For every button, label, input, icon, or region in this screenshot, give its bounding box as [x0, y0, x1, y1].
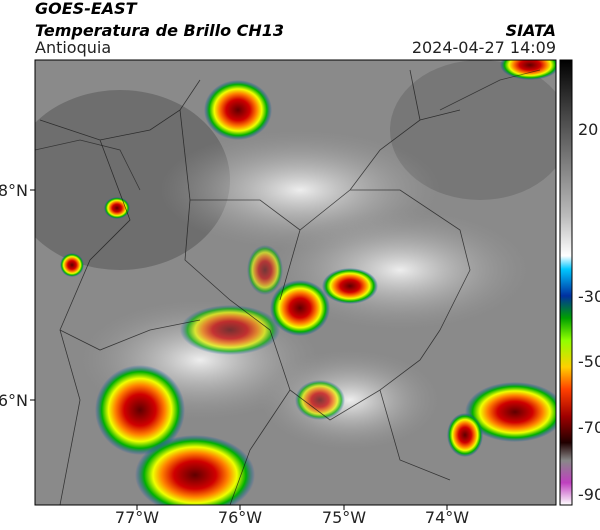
longitude-label: 74°W — [425, 508, 469, 526]
graticule — [30, 189, 448, 510]
satellite-image — [35, 60, 556, 505]
map-frame — [34, 59, 557, 506]
longitude-label: 76°W — [218, 508, 262, 526]
product-title: Temperatura de Brillo CH13 — [35, 21, 284, 40]
colorbar-label: 20 — [578, 120, 598, 139]
agency-title: SIATA — [506, 21, 556, 40]
timestamp: 2024-04-27 14:09 — [412, 38, 556, 57]
latitude-label: 8°N — [0, 181, 28, 200]
region-title: Antioquia — [35, 38, 111, 57]
longitude-label: 75°W — [322, 508, 366, 526]
colorbar-labels: 20 -30 -50 -70 -90 — [578, 120, 600, 504]
longitude-labels: 77°W 76°W 75°W 74°W — [115, 508, 469, 527]
colorbar-label: -30 — [578, 287, 600, 306]
source-title: GOES-EAST — [35, 0, 138, 18]
longitude-label: 77°W — [115, 508, 159, 526]
colorbar-label: -70 — [578, 418, 600, 437]
latitude-label: 6°N — [0, 391, 28, 410]
colorbar-label: -90 — [578, 485, 600, 504]
colorbar-label: -50 — [578, 352, 600, 371]
colorbar — [559, 59, 573, 506]
latitude-labels: 8°N 6°N — [0, 181, 28, 410]
